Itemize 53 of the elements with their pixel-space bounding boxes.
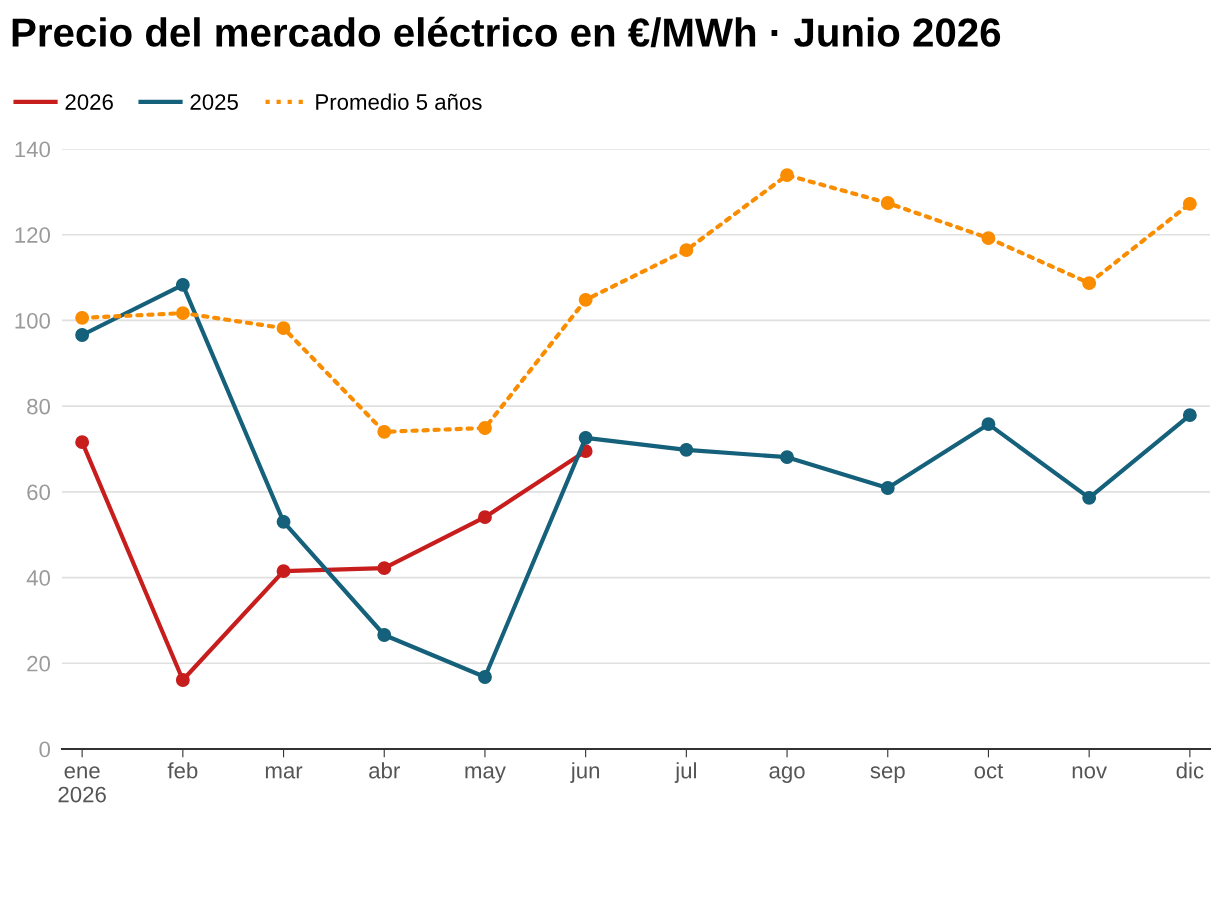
x-tick-label: jul (674, 762, 696, 783)
point (75, 328, 90, 342)
point (1182, 196, 1197, 211)
point (175, 306, 190, 321)
y-tick-label: 20 (27, 655, 51, 672)
legend-label: 2026 (65, 94, 113, 110)
point (1082, 276, 1097, 291)
x-tick-label: mar (265, 766, 303, 779)
point (880, 481, 895, 495)
x-tick-label: ene 2026 (58, 766, 106, 803)
x-tick-label: feb (167, 762, 198, 779)
point (75, 435, 90, 450)
y-tick-label: 100 (15, 312, 51, 329)
point (377, 628, 392, 642)
y-tick-label: 40 (26, 570, 51, 586)
point (780, 168, 794, 183)
x-tick-label: nov (1072, 766, 1107, 779)
x-tick-label: may (465, 766, 506, 783)
y-tick-label: 140 (15, 141, 51, 158)
point (478, 421, 492, 435)
y-tick-label: 80 (27, 398, 51, 415)
x-tick-label: sep (870, 766, 905, 783)
point (478, 670, 492, 684)
x-tick-label: ago (769, 766, 805, 783)
y-tick-label: 60 (27, 484, 51, 501)
point (377, 424, 392, 439)
x-tick-label: abr (369, 762, 400, 779)
point (1182, 408, 1197, 423)
point (578, 292, 593, 307)
x-tick-label: oct (974, 763, 1004, 779)
point (880, 196, 895, 210)
point (175, 277, 190, 292)
point (377, 561, 392, 576)
point (981, 231, 996, 246)
point (981, 417, 996, 432)
point (780, 450, 794, 465)
y-tick-label: 0 (39, 741, 51, 758)
legend-label: Promedio 5 años (316, 93, 482, 110)
point (578, 430, 593, 445)
point (679, 442, 694, 457)
x-tick-label: jun (570, 762, 600, 783)
point (276, 564, 291, 579)
point (276, 514, 291, 529)
point (1082, 490, 1097, 505)
point (276, 321, 291, 336)
point (478, 510, 492, 525)
point (75, 310, 90, 325)
x-tick-label: dic (1176, 762, 1204, 779)
legend-label: 2025 (190, 94, 238, 110)
chart-title: Precio del mercado eléctrico en €/MWh · Junio 2026 (12, 16, 1001, 48)
y-tick-label: 120 (15, 227, 51, 243)
point (679, 243, 694, 258)
point (175, 673, 190, 687)
